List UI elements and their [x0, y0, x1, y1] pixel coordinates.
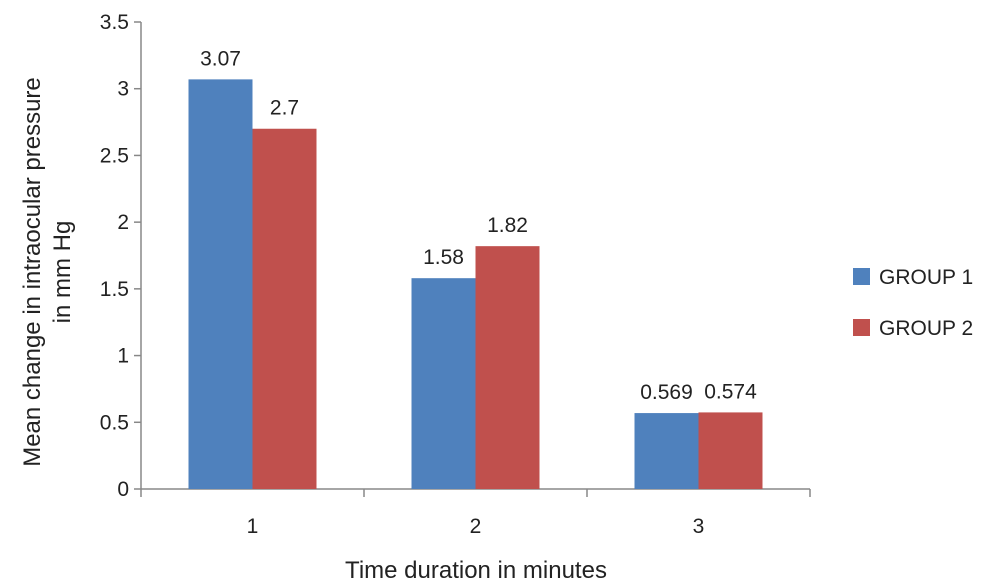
legend-swatch: [853, 319, 870, 336]
bar: [475, 246, 540, 489]
y-tick-label: 0: [117, 478, 129, 501]
data-label: 1.82: [487, 214, 528, 237]
legend-label: GROUP 1: [879, 266, 973, 289]
bar: [411, 278, 476, 489]
legend: GROUP 1 GROUP 2: [853, 266, 973, 340]
y-tick-label: 1.5: [100, 278, 129, 301]
legend-swatch: [853, 268, 870, 285]
x-tick-label: 3: [693, 515, 705, 538]
bar: [252, 128, 317, 489]
x-axis-title: Time duration in minutes: [345, 557, 607, 584]
y-tick-label: 0.5: [100, 411, 129, 434]
y-tick-label: 3.5: [100, 11, 129, 34]
y-tick-label: 1: [117, 345, 129, 368]
data-label: 3.07: [200, 47, 241, 70]
plot-area: 0 0.5 1 1.5 2 2.5 3 3.5 1 3.07 2.7 2 1.58 1.82 3 0.569 0…: [100, 11, 811, 538]
y-axis-title-line-2: in mm Hg: [49, 221, 76, 324]
data-label: 2.7: [270, 97, 299, 120]
y-tick-label: 2: [117, 211, 129, 234]
data-label: 0.569: [640, 381, 693, 404]
y-axis-title-line-1: Mean change in intraocular pressure: [19, 77, 46, 467]
x-tick-label: 1: [247, 515, 259, 538]
data-label: 0.574: [704, 380, 757, 403]
y-tick-label: 2.5: [100, 144, 129, 167]
y-axis-title: Mean change in intraocular pressure in m…: [19, 77, 76, 467]
data-label: 1.58: [423, 246, 464, 269]
legend-label: GROUP 2: [879, 317, 973, 340]
bar: [634, 413, 699, 489]
x-tick-label: 2: [470, 515, 482, 538]
bar: [698, 412, 763, 489]
y-tick-label: 3: [117, 78, 129, 101]
bar: [188, 79, 253, 490]
